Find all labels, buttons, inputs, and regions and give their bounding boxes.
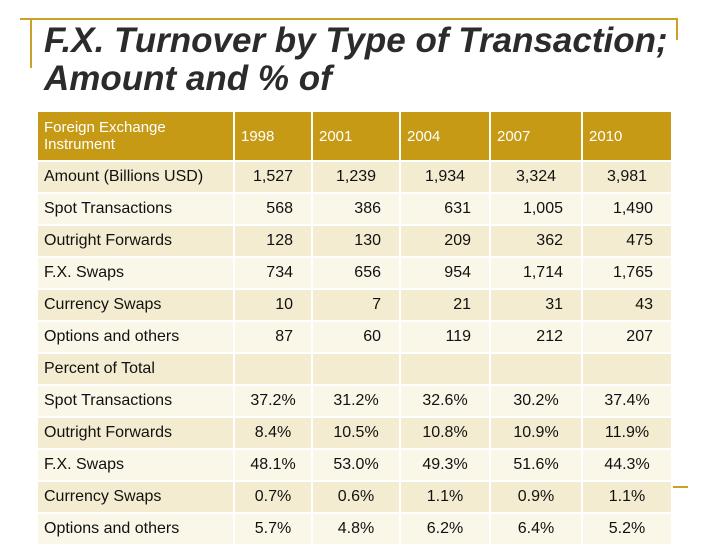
header-instrument: Foreign Exchange Instrument [38,112,235,162]
row-label: Options and others [38,513,235,546]
cell: 30.2% [490,385,583,418]
cell: 4.8% [312,513,401,546]
cell: 1.1% [400,481,491,514]
cell: 3,981 [582,161,673,194]
table-header-row: Foreign Exchange Instrument 1998 2001 20… [38,112,673,162]
cell [234,353,313,386]
cell: 386 [312,193,401,226]
section-label: Percent of Total [38,353,235,386]
title-right-tick [676,18,678,40]
cell: 1.1% [582,481,673,514]
cell: 7 [312,289,401,322]
cell: 1,714 [490,257,583,290]
cell: 656 [312,257,401,290]
header-year: 2010 [582,112,673,162]
table-row: Spot Transactions 568 386 631 1,005 1,49… [38,193,673,226]
cell: 6.2% [400,513,491,546]
cell: 51.6% [490,449,583,482]
cell: 119 [400,321,491,354]
table-row: Options and others 87 60 119 212 207 [38,321,673,354]
table-row: Options and others 5.7% 4.8% 6.2% 6.4% 5… [38,513,673,546]
header-year: 2001 [312,112,401,162]
cell: 362 [490,225,583,258]
row-label: Amount (Billions USD) [38,161,235,194]
cell: 5.2% [582,513,673,546]
cell: 1,490 [582,193,673,226]
cell [312,353,401,386]
cell [582,353,673,386]
row-label: Spot Transactions [38,193,235,226]
cell: 128 [234,225,313,258]
cell: 212 [490,321,583,354]
cell: 21 [400,289,491,322]
cell: 37.2% [234,385,313,418]
cell: 11.9% [582,417,673,450]
cell: 207 [582,321,673,354]
row-label: Currency Swaps [38,481,235,514]
cell: 31.2% [312,385,401,418]
cell: 0.7% [234,481,313,514]
table-row: Outright Forwards 8.4% 10.5% 10.8% 10.9%… [38,417,673,450]
cell: 31 [490,289,583,322]
table-row: Currency Swaps 10 7 21 31 43 [38,289,673,322]
cell: 53.0% [312,449,401,482]
cell: 0.6% [312,481,401,514]
cell: 631 [400,193,491,226]
row-label: F.X. Swaps [38,257,235,290]
slide-title: F.X. Turnover by Type of Transaction; Am… [44,21,668,98]
cell: 32.6% [400,385,491,418]
cell: 60 [312,321,401,354]
cell: 10 [234,289,313,322]
cell: 0.9% [490,481,583,514]
table-row: F.X. Swaps 48.1% 53.0% 49.3% 51.6% 44.3% [38,449,673,482]
row-label: Outright Forwards [38,417,235,450]
cell: 734 [234,257,313,290]
title-top-rule [20,18,678,20]
cell: 5.7% [234,513,313,546]
cell: 8.4% [234,417,313,450]
cell: 130 [312,225,401,258]
table-row: Amount (Billions USD) 1,527 1,239 1,934 … [38,161,673,194]
cell: 1,934 [400,161,491,194]
table-row: Spot Transactions 37.2% 31.2% 32.6% 30.2… [38,385,673,418]
row-label: Outright Forwards [38,225,235,258]
cell: 87 [234,321,313,354]
section-row: Percent of Total [38,353,673,386]
cell: 10.5% [312,417,401,450]
row-label: Options and others [38,321,235,354]
table-row: Currency Swaps 0.7% 0.6% 1.1% 0.9% 1.1% [38,481,673,514]
cell: 3,324 [490,161,583,194]
cell: 1,527 [234,161,313,194]
cell: 43 [582,289,673,322]
title-left-rule [30,18,32,68]
cell: 209 [400,225,491,258]
row-label: Currency Swaps [38,289,235,322]
cell: 475 [582,225,673,258]
slide-bottom-tick [660,486,688,488]
header-year: 2007 [490,112,583,162]
cell: 10.9% [490,417,583,450]
row-label: Spot Transactions [38,385,235,418]
cell: 568 [234,193,313,226]
fx-turnover-table: Foreign Exchange Instrument 1998 2001 20… [38,112,673,546]
cell: 1,239 [312,161,401,194]
header-year: 1998 [234,112,313,162]
cell: 1,765 [582,257,673,290]
header-year: 2004 [400,112,491,162]
row-label: F.X. Swaps [38,449,235,482]
cell: 48.1% [234,449,313,482]
cell [400,353,491,386]
cell: 6.4% [490,513,583,546]
table-row: Outright Forwards 128 130 209 362 475 [38,225,673,258]
cell: 1,005 [490,193,583,226]
cell: 37.4% [582,385,673,418]
cell: 954 [400,257,491,290]
cell: 44.3% [582,449,673,482]
cell: 10.8% [400,417,491,450]
cell [490,353,583,386]
cell: 49.3% [400,449,491,482]
table-row: F.X. Swaps 734 656 954 1,714 1,765 [38,257,673,290]
